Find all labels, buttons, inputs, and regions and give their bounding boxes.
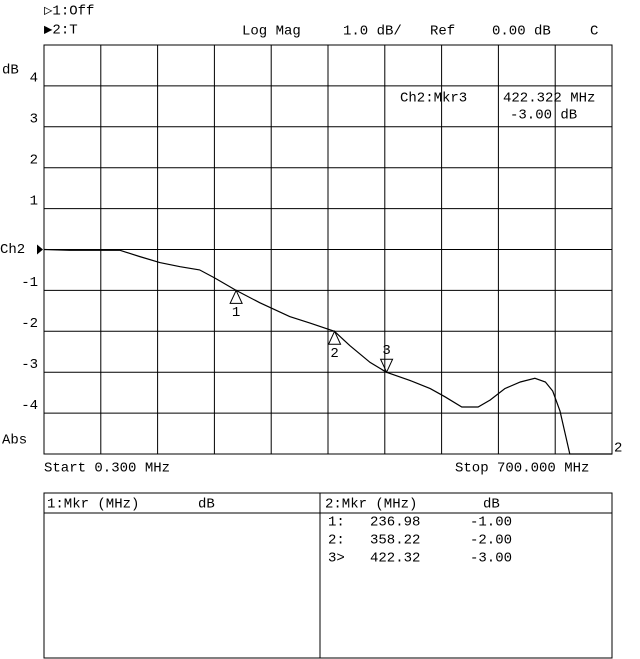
ref: Ref [430, 24, 455, 40]
y-tick-label: 2 [30, 152, 38, 168]
y-tick-label: -1 [21, 275, 38, 291]
table-freq: 422.32 [370, 551, 420, 567]
y-tick-label: -3 [21, 357, 38, 373]
ref-value: 0.00 dB [492, 24, 551, 40]
y-tick-label: -2 [21, 316, 38, 332]
annotation-value: -3.00 dB [510, 108, 577, 124]
table-unit: dB [483, 497, 500, 513]
marker-label: 1 [232, 305, 240, 321]
ref-arrow [37, 244, 43, 255]
flag: C [590, 24, 598, 40]
y-tick-label: Ch2 [0, 242, 25, 258]
table-unit: dB [198, 497, 215, 513]
table-freq: 236.98 [370, 515, 420, 531]
marker [229, 289, 243, 304]
ch2-status: ▶2:T [44, 23, 78, 39]
ch1-status: ▷1:Off [44, 4, 94, 20]
scale: 1.0 dB/ [343, 24, 402, 40]
annotation-marker: Ch2:Mkr3 [400, 91, 467, 107]
trace [43, 248, 612, 455]
marker [379, 358, 394, 374]
marker-table [43, 492, 613, 659]
format: Log Mag [242, 24, 301, 40]
trace-label: 2 [614, 441, 622, 457]
table-header: 2:Mkr (MHz) [325, 497, 417, 513]
start-label: Start 0.300 MHz [44, 461, 170, 477]
y-mode: Abs [2, 433, 27, 449]
marker [327, 330, 342, 345]
y-tick-label: 4 [30, 71, 38, 87]
table-freq: 358.22 [370, 533, 420, 549]
table-header: 1:Mkr (MHz) [47, 497, 139, 513]
y-unit: dB [2, 63, 19, 79]
table-value: -3.00 [470, 551, 512, 567]
table-value: -2.00 [470, 533, 512, 549]
marker-label: 2 [330, 346, 338, 362]
table-value: -1.00 [470, 515, 512, 531]
table-id: 3> [328, 551, 345, 567]
table-id: 2: [328, 533, 345, 549]
marker-label: 3 [382, 343, 390, 359]
y-tick-label: 1 [30, 193, 38, 209]
table-id: 1: [328, 515, 345, 531]
stop-label: Stop 700.000 MHz [455, 461, 589, 477]
y-tick-label: 3 [30, 112, 38, 128]
annotation-freq: 422.322 MHz [503, 91, 595, 107]
y-tick-label: -4 [21, 398, 38, 414]
